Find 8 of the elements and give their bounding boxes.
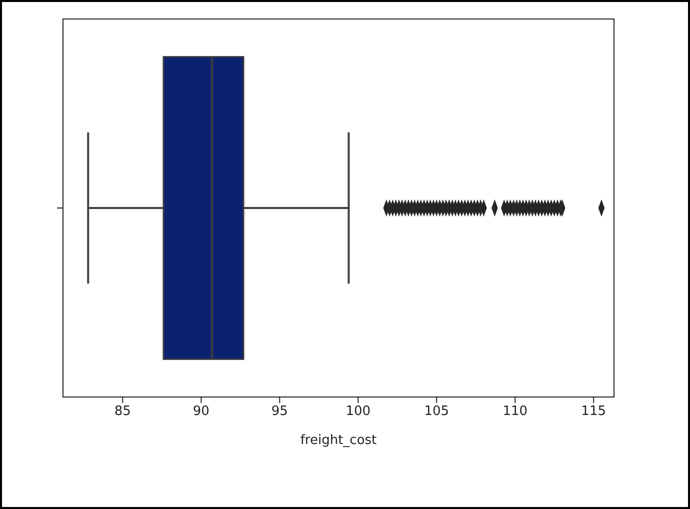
x-tick-label: 115 (581, 404, 606, 420)
x-tick-label: 105 (424, 404, 450, 420)
x-tick-label: 85 (114, 404, 131, 420)
x-axis-title: freight_cost (300, 433, 377, 448)
x-tick-label: 90 (192, 404, 210, 420)
x-tick-label: 100 (346, 404, 371, 420)
x-tick-label: 110 (502, 404, 528, 420)
x-tick-label: 95 (271, 404, 288, 420)
